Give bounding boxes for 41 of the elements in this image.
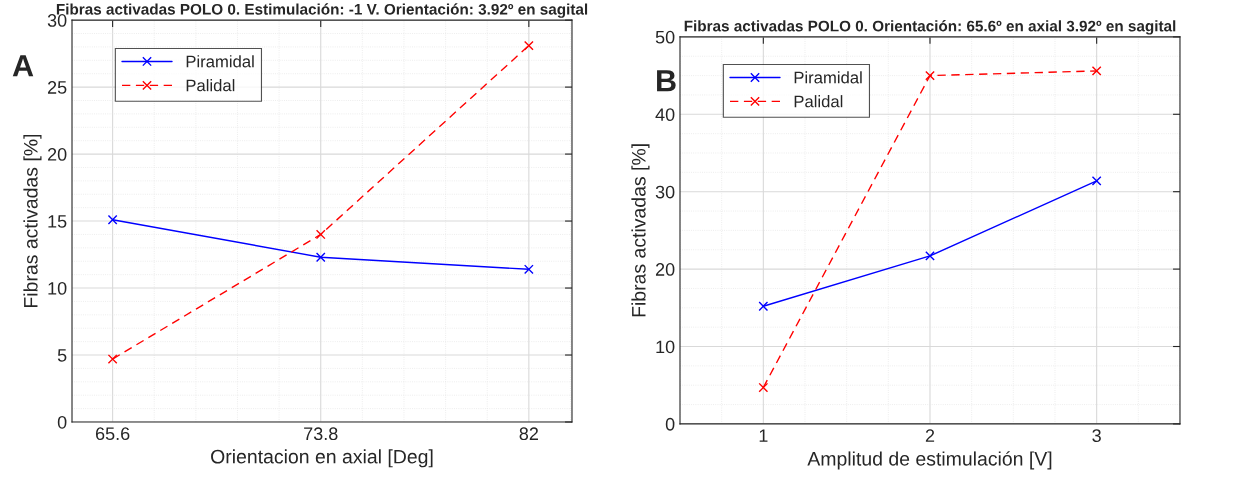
x-tick-label: 2 (925, 429, 935, 442)
y-axis-title: Fibras activadas [%] (631, 144, 650, 317)
point (925, 70, 935, 81)
x-axis-title: Orientacion en axial [Deg] (211, 449, 433, 468)
x-tick-label: 3 (1092, 429, 1101, 443)
point (315, 252, 326, 263)
y-tick-label: 0 (57, 415, 67, 429)
point (758, 382, 769, 393)
x-tick-label: 73.8 (304, 427, 338, 441)
point (925, 251, 935, 261)
legend-label: Piramidal (186, 55, 254, 68)
x-axis-title: Amplitud de estimulación [V] (807, 451, 1052, 470)
point (107, 214, 118, 225)
point (1091, 175, 1102, 186)
y-tick-label: 20 (655, 263, 675, 276)
text: A (12, 55, 34, 77)
y-tick-label: 50 (655, 30, 675, 44)
legend-label: Piramidal (794, 71, 862, 84)
point (758, 301, 769, 312)
x-tick-label: 1 (759, 429, 768, 442)
text: B (657, 70, 676, 92)
y-tick-label: 40 (655, 108, 675, 122)
y-tick-label: 5 (57, 349, 67, 362)
point (315, 229, 326, 240)
y-tick-label: 0 (665, 417, 675, 431)
point (107, 354, 118, 364)
y-tick-label: 20 (47, 148, 67, 161)
legend-label: Palidal (794, 95, 843, 108)
point (523, 40, 534, 51)
y-tick-label: 30 (655, 185, 675, 199)
point (1091, 66, 1102, 76)
y-axis-title: Fibras activadas [%] (23, 134, 42, 307)
y-tick-label: 25 (47, 81, 67, 94)
chart-title: Fibras activadas POLO 0. Orientación: 65.6º en axial 3.92º en sagital (684, 20, 1176, 35)
y-tick-label: 15 (48, 215, 67, 228)
legend-label: Palidal (186, 79, 235, 92)
y-tick-label: 10 (656, 340, 675, 354)
point (523, 264, 534, 275)
x-tick-label: 82 (519, 427, 538, 441)
y-tick-label: 10 (48, 281, 67, 295)
x-tick-label: 65.6 (95, 427, 130, 441)
